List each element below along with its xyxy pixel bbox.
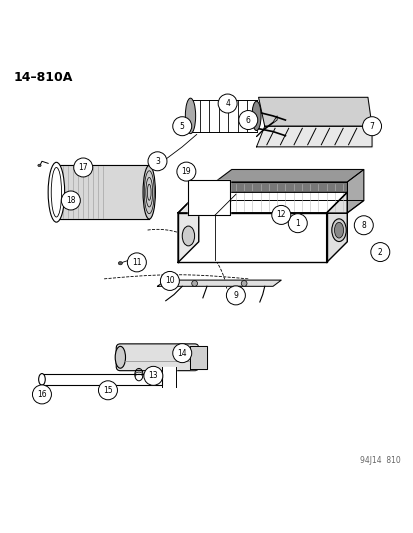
Text: 4: 4: [225, 99, 230, 108]
Text: 8: 8: [361, 221, 365, 230]
Circle shape: [226, 286, 245, 305]
Polygon shape: [190, 346, 206, 369]
Polygon shape: [215, 169, 363, 182]
Text: 15: 15: [103, 386, 112, 395]
Polygon shape: [256, 116, 276, 136]
Polygon shape: [258, 98, 371, 126]
Text: 12: 12: [276, 211, 285, 220]
Text: 7: 7: [369, 122, 374, 131]
Ellipse shape: [118, 262, 122, 265]
Circle shape: [370, 243, 389, 262]
Ellipse shape: [185, 98, 195, 134]
Text: 9: 9: [233, 291, 238, 300]
Circle shape: [147, 152, 166, 171]
Circle shape: [218, 94, 237, 113]
Text: 6: 6: [245, 116, 250, 125]
Circle shape: [32, 385, 51, 404]
Text: 5: 5: [179, 122, 184, 131]
Ellipse shape: [48, 163, 64, 222]
Circle shape: [362, 117, 381, 136]
Ellipse shape: [156, 161, 160, 165]
Text: 10: 10: [165, 277, 174, 286]
Ellipse shape: [334, 222, 343, 238]
Circle shape: [176, 162, 195, 181]
Text: 13: 13: [148, 372, 158, 381]
Polygon shape: [42, 374, 161, 385]
Polygon shape: [178, 192, 347, 213]
Ellipse shape: [38, 374, 45, 385]
Polygon shape: [188, 180, 229, 215]
Circle shape: [354, 216, 373, 235]
Text: 14: 14: [177, 349, 187, 358]
Circle shape: [287, 214, 306, 233]
Text: 14–810A: 14–810A: [13, 70, 72, 84]
Circle shape: [191, 280, 197, 286]
FancyBboxPatch shape: [116, 344, 198, 370]
Polygon shape: [58, 165, 149, 219]
Text: 18: 18: [66, 196, 76, 205]
Text: 16: 16: [37, 390, 47, 399]
Text: 94J14  810: 94J14 810: [359, 456, 400, 465]
Circle shape: [172, 344, 191, 362]
Polygon shape: [215, 182, 347, 213]
Ellipse shape: [38, 164, 41, 167]
Circle shape: [241, 280, 247, 286]
Polygon shape: [256, 126, 371, 147]
Ellipse shape: [331, 219, 345, 241]
Polygon shape: [161, 367, 176, 387]
Polygon shape: [157, 280, 280, 286]
Ellipse shape: [115, 346, 125, 368]
Text: 1: 1: [295, 219, 299, 228]
Text: 17: 17: [78, 163, 88, 172]
Circle shape: [238, 110, 257, 130]
Circle shape: [160, 271, 179, 290]
Polygon shape: [215, 200, 363, 213]
Polygon shape: [347, 169, 363, 213]
Polygon shape: [178, 213, 326, 262]
Ellipse shape: [143, 165, 155, 219]
Circle shape: [74, 158, 93, 177]
Circle shape: [271, 205, 290, 224]
Ellipse shape: [182, 226, 194, 246]
Text: 11: 11: [132, 258, 141, 267]
Circle shape: [172, 117, 191, 136]
Circle shape: [144, 366, 162, 385]
Circle shape: [127, 253, 146, 272]
Text: 19: 19: [181, 167, 191, 176]
Polygon shape: [178, 192, 198, 262]
Circle shape: [98, 381, 117, 400]
FancyBboxPatch shape: [190, 100, 256, 132]
Polygon shape: [326, 192, 347, 262]
Circle shape: [61, 191, 80, 210]
Ellipse shape: [252, 101, 261, 131]
Text: 3: 3: [155, 157, 159, 166]
Text: 2: 2: [377, 247, 382, 256]
